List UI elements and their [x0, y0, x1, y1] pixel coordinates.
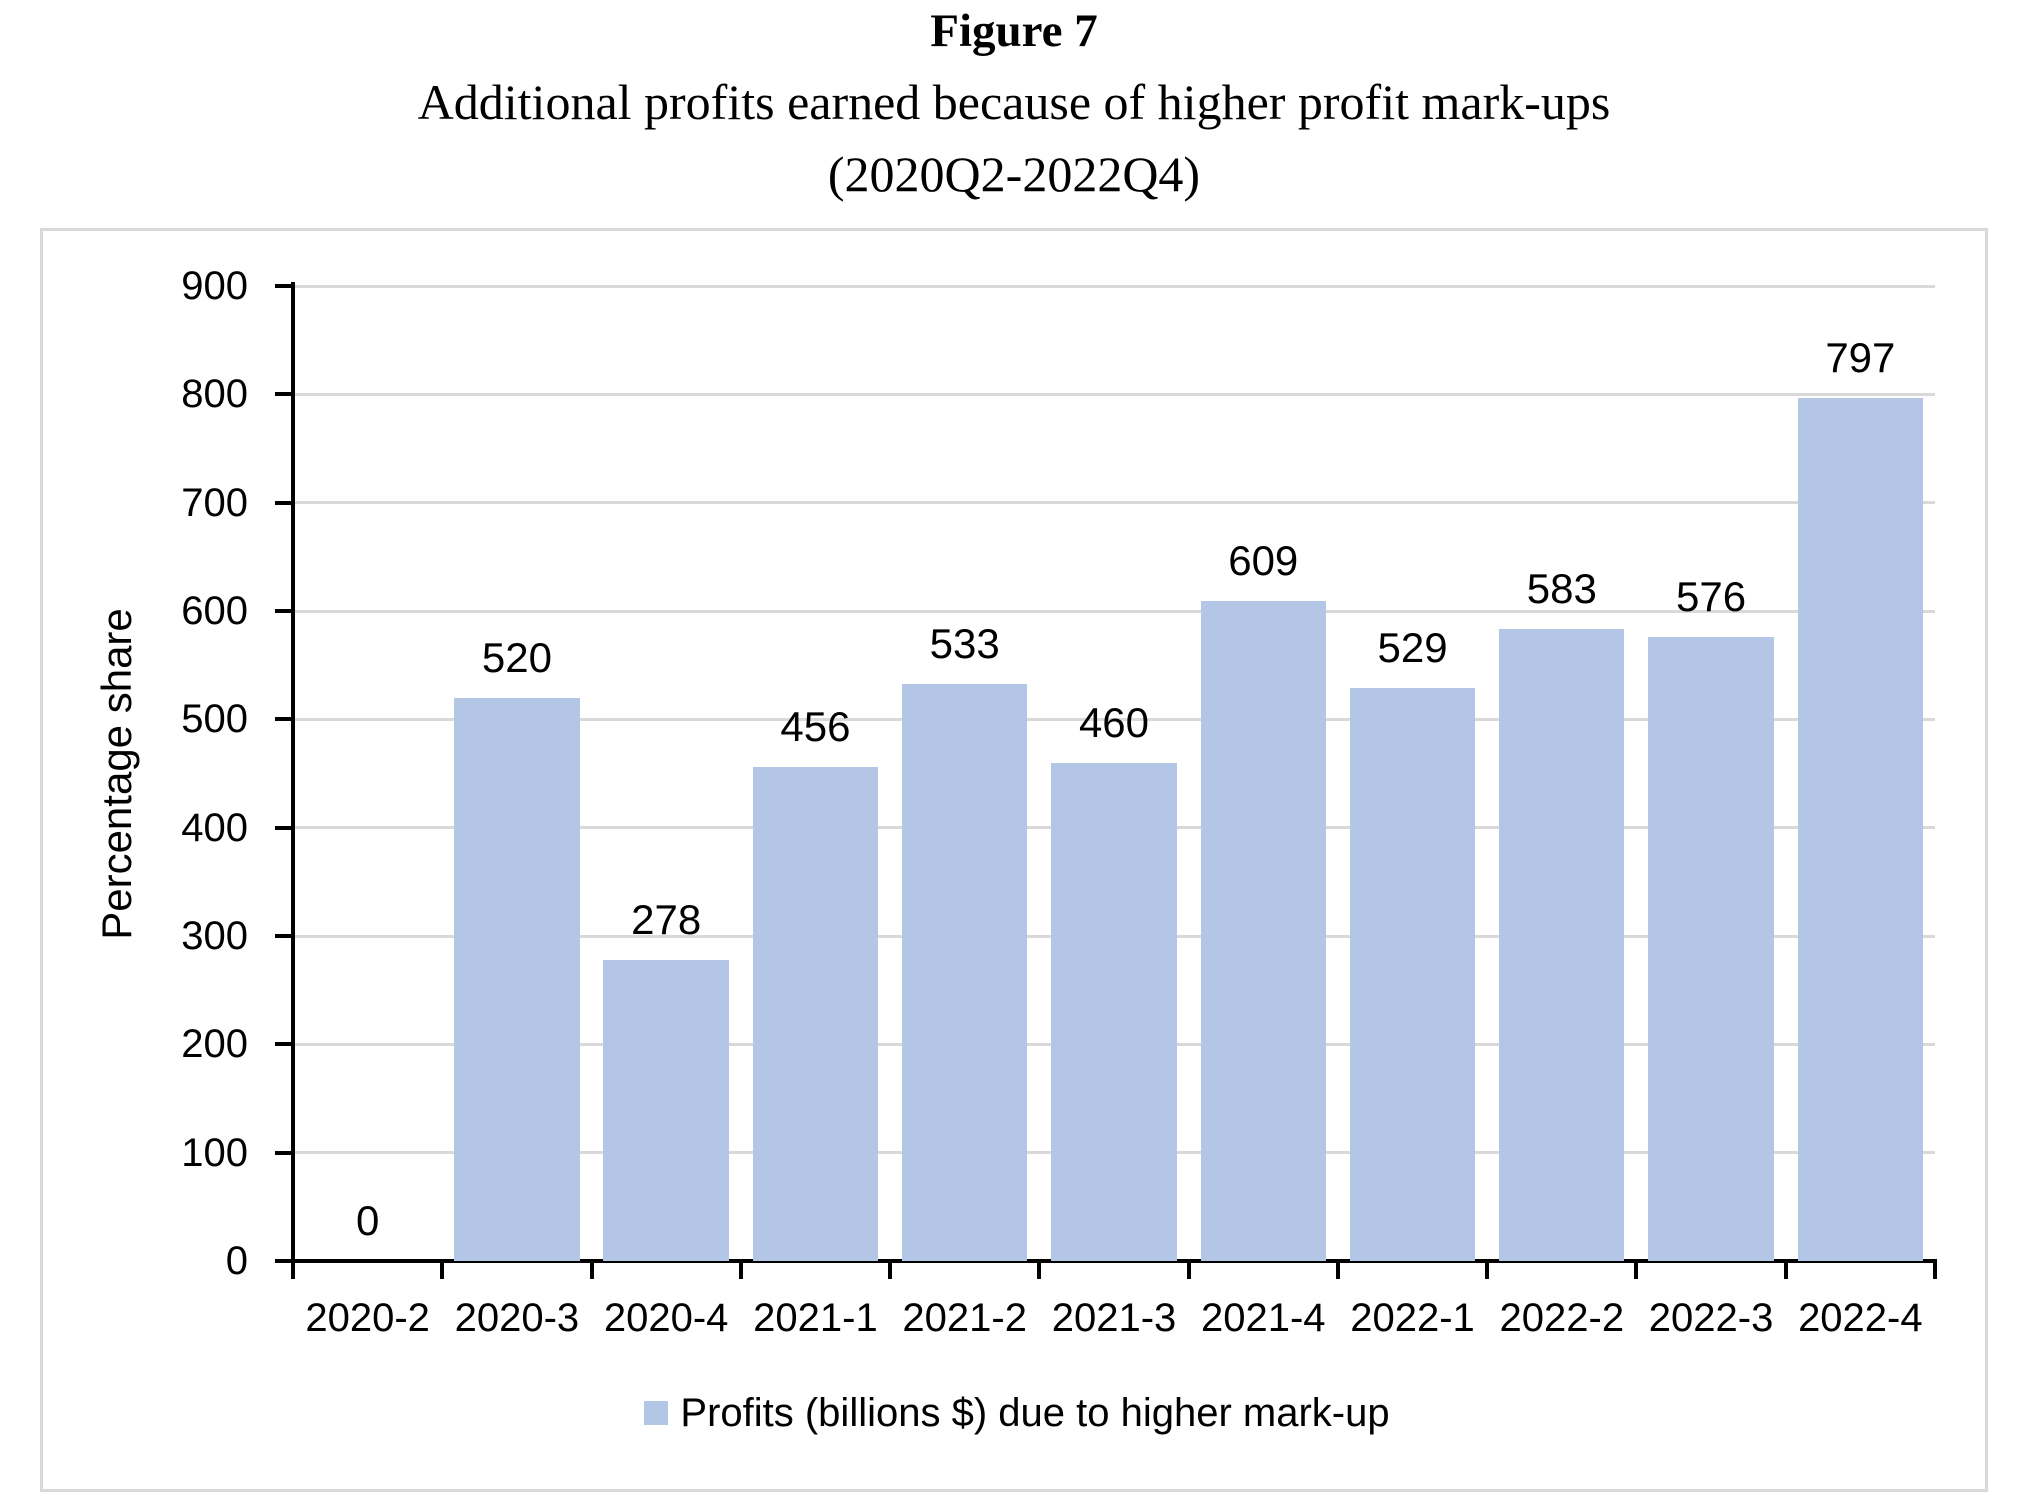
x-axis-category-label: 2020-4 [603, 1296, 729, 1340]
y-axis-tick [275, 500, 293, 505]
x-axis-category-label: 2021-2 [902, 1296, 1027, 1340]
bar [752, 767, 879, 1261]
bar-value-label: 797 [1825, 333, 1896, 381]
gridline [293, 501, 1935, 505]
y-axis-tick [275, 717, 293, 722]
x-axis-tick [1186, 1261, 1191, 1279]
x-axis-tick [589, 1261, 594, 1279]
y-axis-tick-label: 100 [181, 1130, 248, 1175]
y-axis-tick-label: 800 [181, 372, 248, 417]
gridline [293, 392, 1935, 396]
chart-subtitle-period: (2020Q2-2022Q4) [827, 146, 1201, 202]
x-axis-category-label: 2021-1 [753, 1296, 878, 1340]
bar-value-label: 529 [1377, 623, 1448, 671]
x-axis-category-label: 2022-2 [1499, 1296, 1625, 1340]
y-axis-tick-label: 400 [181, 805, 248, 850]
x-axis-tick [440, 1261, 445, 1279]
bar-value-label: 583 [1526, 565, 1597, 613]
x-axis-category-label: 2022-1 [1350, 1296, 1475, 1340]
bar-value-label: 533 [929, 619, 1000, 667]
x-axis-tick [1485, 1261, 1490, 1279]
bar [1648, 637, 1774, 1261]
x-axis-line [291, 1259, 1937, 1263]
x-axis-category-label: 2022-4 [1798, 1296, 1923, 1340]
y-axis-tick-label: 200 [181, 1022, 248, 1067]
y-axis-tick [275, 934, 293, 938]
y-axis-tick-label: 900 [181, 264, 248, 308]
figure-number-title: Figure 7 [930, 5, 1098, 57]
y-axis-tick-label: 500 [181, 697, 248, 742]
gridline [293, 717, 1935, 721]
bar [1797, 397, 1924, 1261]
bar-value-label: 0 [355, 1197, 380, 1244]
y-axis-tick [275, 609, 293, 613]
bar-value-label: 576 [1676, 573, 1747, 620]
bar [1499, 629, 1625, 1261]
y-axis-tick-label: 600 [181, 589, 248, 633]
gridline [293, 284, 1935, 288]
x-axis-tick [1783, 1261, 1788, 1279]
bar-value-label: 278 [631, 895, 702, 943]
chart-title-block: Figure 7 Additional profits earned becau… [0, 0, 2028, 202]
y-axis-tick [275, 284, 293, 288]
bar-value-label: 456 [780, 703, 851, 750]
y-axis-tick [275, 1259, 293, 1263]
y-axis-tick-label: 300 [181, 914, 248, 958]
legend-swatch-icon [644, 1401, 669, 1425]
y-axis-tick [275, 392, 293, 397]
x-axis-tick [738, 1261, 743, 1279]
bar-value-label: 520 [481, 633, 552, 681]
y-axis-tick [275, 825, 293, 830]
x-axis-category-label: 2022-3 [1648, 1296, 1774, 1340]
x-axis-category-label: 2020-3 [454, 1296, 580, 1340]
bar [603, 959, 729, 1261]
y-axis-title: Percentage share [93, 608, 140, 940]
x-axis-tick [291, 1261, 295, 1279]
y-axis-tick [275, 1042, 293, 1047]
bar [902, 683, 1028, 1261]
bar-value-label: 609 [1228, 537, 1299, 585]
x-axis-tick [1335, 1261, 1340, 1279]
chart-title: Additional profits earned because of hig… [417, 74, 1611, 130]
bar [1349, 687, 1476, 1261]
x-axis-tick [1037, 1261, 1042, 1279]
bar [1051, 762, 1177, 1261]
y-axis-tick [275, 1150, 293, 1155]
y-axis-line [291, 282, 295, 1263]
gridline [293, 609, 1935, 613]
bar [454, 697, 580, 1261]
bar-value-label: 460 [1078, 698, 1150, 746]
chart-area: Percentage share 0 100 200 300 400 500 600 700 8… [40, 228, 1988, 1492]
legend: Profits (billions $) due to higher mark-… [43, 1389, 1991, 1437]
x-axis-category-label: 2021-4 [1200, 1296, 1326, 1340]
x-axis-tick [888, 1261, 893, 1279]
legend-label: Profits (billions $) due to higher mark-… [680, 1391, 1390, 1435]
y-axis-tick-label: 700 [181, 480, 248, 525]
bar [1200, 601, 1326, 1261]
y-axis-tick-label: 0 [225, 1239, 248, 1283]
x-axis-tick [1933, 1261, 1937, 1279]
x-axis-category-label: 2021-3 [1051, 1296, 1177, 1340]
x-axis-tick [1634, 1261, 1639, 1279]
x-axis-category-label: 2020-2 [305, 1296, 430, 1340]
